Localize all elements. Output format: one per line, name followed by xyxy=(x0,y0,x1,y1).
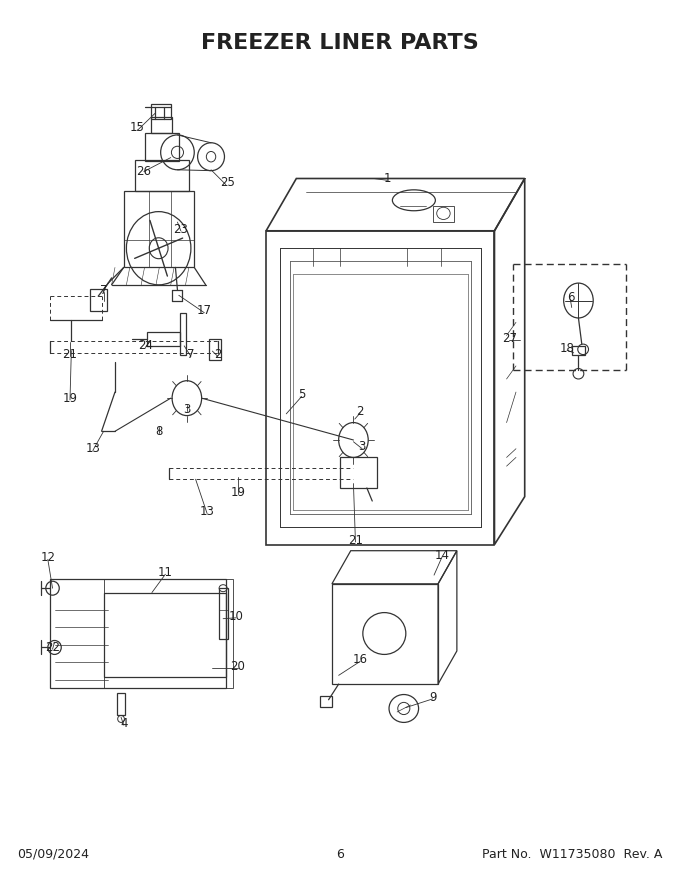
Text: 2: 2 xyxy=(214,348,222,361)
Text: 21: 21 xyxy=(348,534,363,546)
Text: 26: 26 xyxy=(137,165,152,178)
Text: 5: 5 xyxy=(298,388,305,401)
Text: 20: 20 xyxy=(231,660,245,673)
Text: 8: 8 xyxy=(155,425,163,437)
Text: 19: 19 xyxy=(231,486,245,499)
Text: 23: 23 xyxy=(173,223,188,236)
Bar xyxy=(572,346,585,355)
Bar xyxy=(117,693,125,715)
Text: 16: 16 xyxy=(353,653,368,666)
Text: 25: 25 xyxy=(220,176,235,189)
Bar xyxy=(150,118,172,133)
Text: 11: 11 xyxy=(158,566,173,579)
Text: 14: 14 xyxy=(435,548,449,561)
Bar xyxy=(146,133,179,161)
Text: 13: 13 xyxy=(199,505,214,518)
Text: 17: 17 xyxy=(197,304,212,318)
Text: 21: 21 xyxy=(63,348,78,361)
Text: FREEZER LINER PARTS: FREEZER LINER PARTS xyxy=(201,33,479,54)
Text: 22: 22 xyxy=(45,641,60,654)
Text: 15: 15 xyxy=(130,121,145,135)
Text: 4: 4 xyxy=(120,717,127,730)
Text: 12: 12 xyxy=(40,551,55,564)
Bar xyxy=(124,191,194,268)
Text: 24: 24 xyxy=(138,340,153,352)
Text: Part No.  W11735080  Rev. A: Part No. W11735080 Rev. A xyxy=(482,847,662,861)
Bar xyxy=(90,290,107,311)
Text: 18: 18 xyxy=(560,342,575,355)
Bar xyxy=(340,458,377,488)
Text: 27: 27 xyxy=(502,332,517,344)
Text: 7: 7 xyxy=(100,283,107,297)
Bar xyxy=(180,312,186,355)
Text: 6: 6 xyxy=(566,291,574,304)
Bar xyxy=(147,332,180,346)
Text: 7: 7 xyxy=(187,348,194,361)
Bar xyxy=(209,339,221,360)
Text: 3: 3 xyxy=(183,403,190,416)
Text: 2: 2 xyxy=(356,405,364,418)
Bar xyxy=(432,207,454,222)
Text: 3: 3 xyxy=(358,441,366,453)
Bar xyxy=(135,160,189,191)
Text: 1: 1 xyxy=(384,172,391,185)
Bar xyxy=(219,588,228,639)
Text: 9: 9 xyxy=(429,691,437,704)
Text: 13: 13 xyxy=(86,443,100,455)
Text: 10: 10 xyxy=(228,610,243,622)
Text: 19: 19 xyxy=(63,392,78,405)
Text: 05/09/2024: 05/09/2024 xyxy=(18,847,90,861)
Bar xyxy=(150,104,171,119)
Text: 6: 6 xyxy=(336,847,344,861)
Bar xyxy=(320,696,332,707)
